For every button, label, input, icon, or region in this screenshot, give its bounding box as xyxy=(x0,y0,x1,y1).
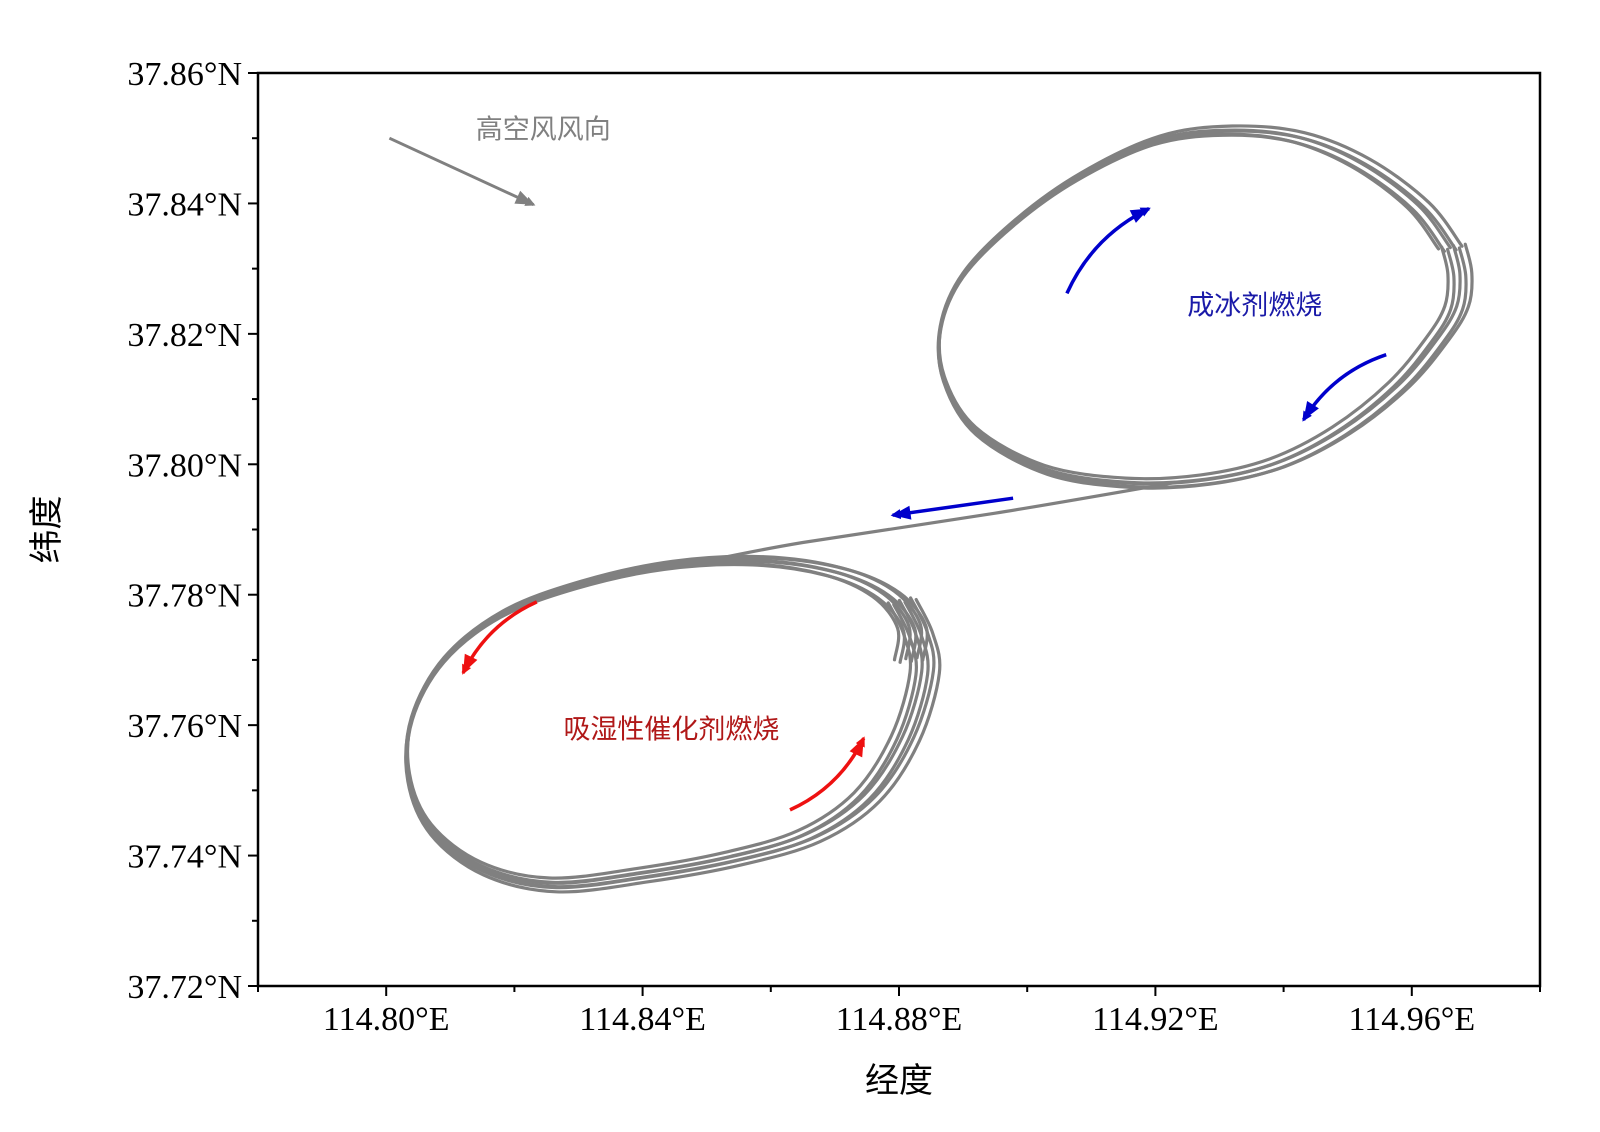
red-arrow-2-head xyxy=(849,738,864,758)
y-axis-title: 纬度 xyxy=(27,496,67,564)
y-tick-label: 37.82°N xyxy=(127,317,242,354)
red-arrow-1-head xyxy=(463,653,478,673)
blue-arrow-3-head xyxy=(892,505,912,520)
x-tick-label: 114.80°E xyxy=(323,1001,450,1038)
x-tick-label: 114.96°E xyxy=(1348,1001,1475,1038)
blue-arrow-2-head xyxy=(1303,401,1319,420)
wind-arrow xyxy=(388,136,536,207)
x-axis-title: 经度 xyxy=(865,1061,933,1101)
x-tick-label: 114.84°E xyxy=(579,1001,706,1038)
y-tick-label: 37.78°N xyxy=(127,578,242,615)
y-tick-label: 37.86°N xyxy=(127,56,242,93)
blue-arrow-1-head xyxy=(1129,208,1149,223)
flight-track-transit xyxy=(705,480,1177,563)
y-tick-label: 37.72°N xyxy=(127,969,242,1006)
y-axis: 37.72°N 37.74°N 37.76°N 37.78°N 37.80°N 37.82… xyxy=(127,56,258,1006)
x-tick-label: 114.92°E xyxy=(1092,1001,1219,1038)
flight-track-loop-0-pass-4 xyxy=(936,124,1474,489)
annotation-wind: 高空风风向 xyxy=(476,114,611,145)
y-tick-label: 37.74°N xyxy=(127,839,242,876)
flight-track-loop-2-pass-5 xyxy=(404,555,942,894)
wind-arrow-head xyxy=(514,190,534,205)
y-tick-label: 37.80°N xyxy=(127,447,242,484)
plot-content xyxy=(404,124,1474,894)
x-tick-label: 114.88°E xyxy=(836,1001,963,1038)
annotation-ice: 成冰剂燃烧 xyxy=(1187,291,1322,322)
annotation-hygro: 吸湿性催化剂燃烧 xyxy=(563,714,779,745)
x-axis: 114.80°E 114.84°E 114.88°E 114.92°E 114.96°E xyxy=(257,986,1541,1038)
y-tick-label: 37.84°N xyxy=(127,186,242,223)
y-tick-label: 37.76°N xyxy=(127,708,242,745)
